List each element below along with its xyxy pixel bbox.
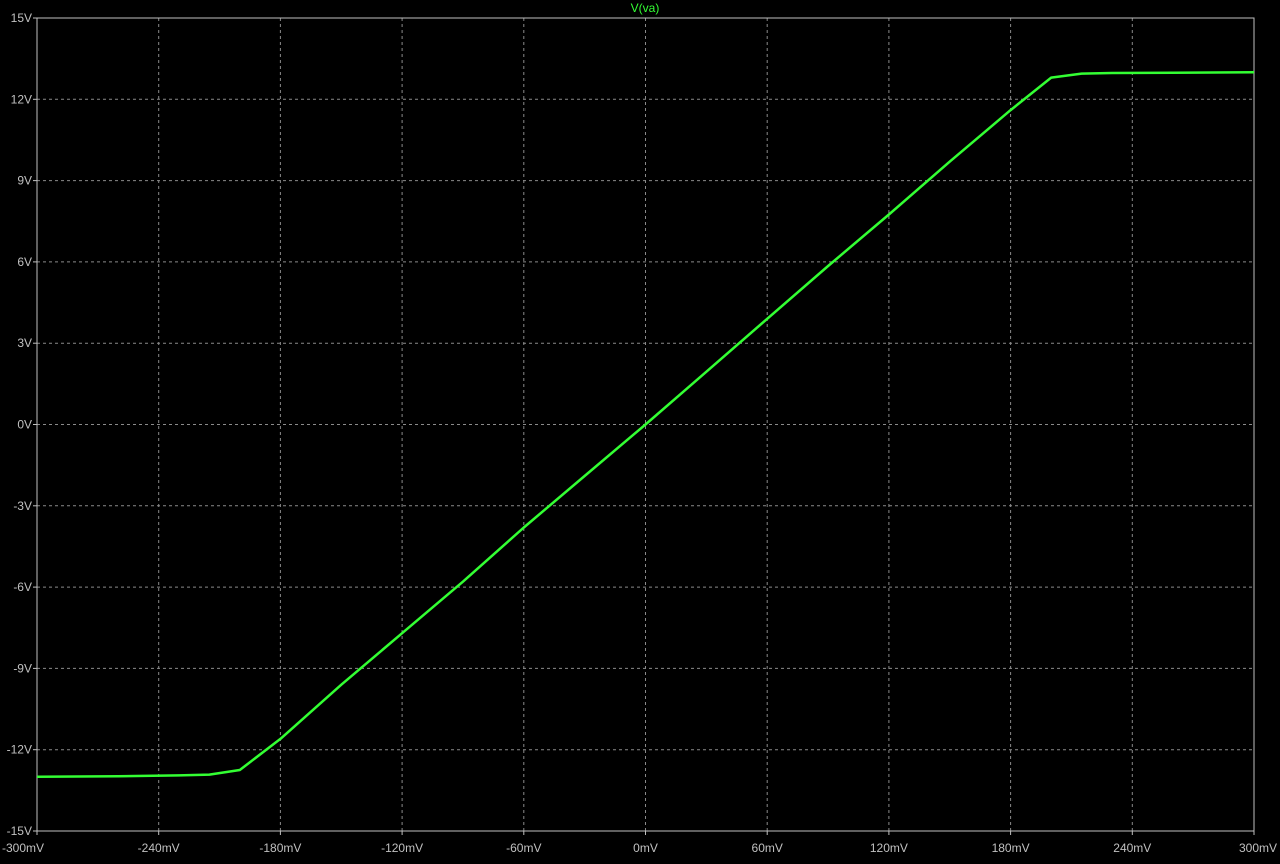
x-tick-label: -120mV: [381, 841, 423, 855]
y-tick-label: 3V: [17, 336, 32, 350]
x-tick-label: 120mV: [870, 841, 908, 855]
x-tick-label: 60mV: [752, 841, 783, 855]
y-tick-label: 9V: [17, 174, 32, 188]
series-layer: [36, 70, 1255, 779]
y-axis-ticks: 15V 12V 9V 6V 3V 0V -3V -6V -9V -12V -15V: [7, 11, 37, 838]
x-tick-label: -240mV: [138, 841, 180, 855]
y-tick-label: -6V: [13, 580, 32, 594]
x-tick-label: 300mV: [1239, 841, 1277, 855]
trace-title[interactable]: V(va): [631, 1, 660, 15]
x-tick-label: -60mV: [506, 841, 541, 855]
y-tick-label: 0V: [17, 418, 32, 432]
x-tick-label: 0mV: [633, 841, 658, 855]
y-tick-label: -12V: [7, 743, 32, 757]
series-line-v-va: [36, 70, 1255, 779]
grid: [37, 18, 1254, 831]
y-tick-label: -3V: [13, 499, 32, 513]
y-tick-label: 6V: [17, 255, 32, 269]
x-tick-label: 180mV: [992, 841, 1030, 855]
x-axis-ticks: -300mV -240mV -180mV -120mV -60mV 0mV 60mV 120m…: [2, 831, 1277, 855]
y-tick-label: -15V: [7, 824, 32, 838]
y-tick-label: 15V: [11, 11, 32, 25]
x-tick-label: -180mV: [259, 841, 301, 855]
y-tick-label: 12V: [11, 92, 32, 106]
y-tick-label: -9V: [13, 661, 32, 675]
x-tick-label: 240mV: [1113, 841, 1151, 855]
x-tick-label: -300mV: [2, 841, 44, 855]
